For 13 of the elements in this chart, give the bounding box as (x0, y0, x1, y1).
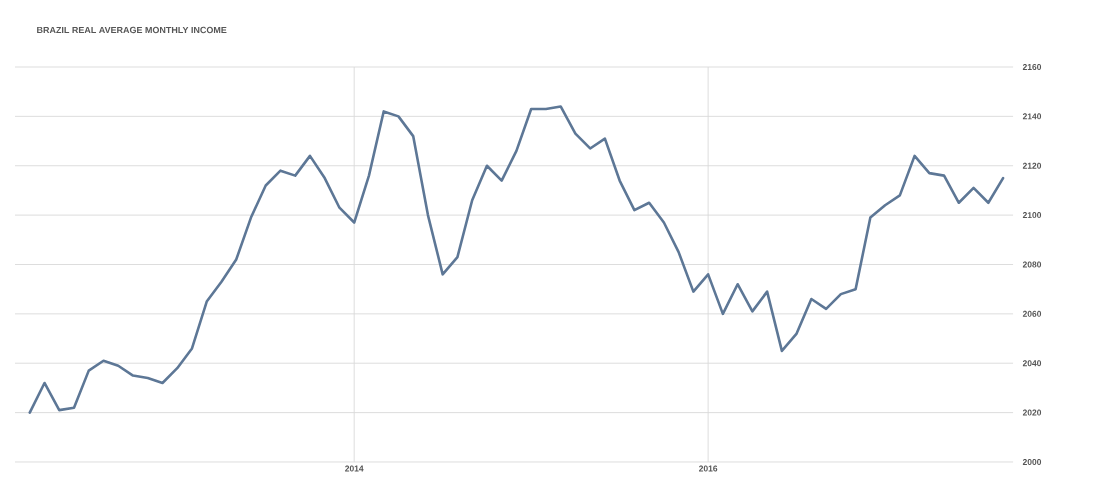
x-tick-label: 2016 (699, 465, 718, 472)
y-tick-label: 2000 (1022, 458, 1042, 465)
y-tick-label: 2120 (1022, 162, 1042, 169)
y-tick-label: 2040 (1022, 360, 1042, 367)
y-tick-label: 2020 (1022, 409, 1042, 416)
y-tick-label: 2160 (1022, 64, 1042, 70)
chart-title: BRAZIL REAL AVERAGE MONTHLY INCOME (37, 26, 227, 34)
x-tick-label: 2014 (345, 465, 364, 472)
y-tick-label: 2100 (1022, 212, 1042, 219)
line-series (28, 105, 1005, 414)
y-tick-label: 2140 (1022, 113, 1042, 120)
y-tick-label: 2060 (1022, 310, 1042, 317)
y-tick-label: 2080 (1022, 261, 1042, 268)
